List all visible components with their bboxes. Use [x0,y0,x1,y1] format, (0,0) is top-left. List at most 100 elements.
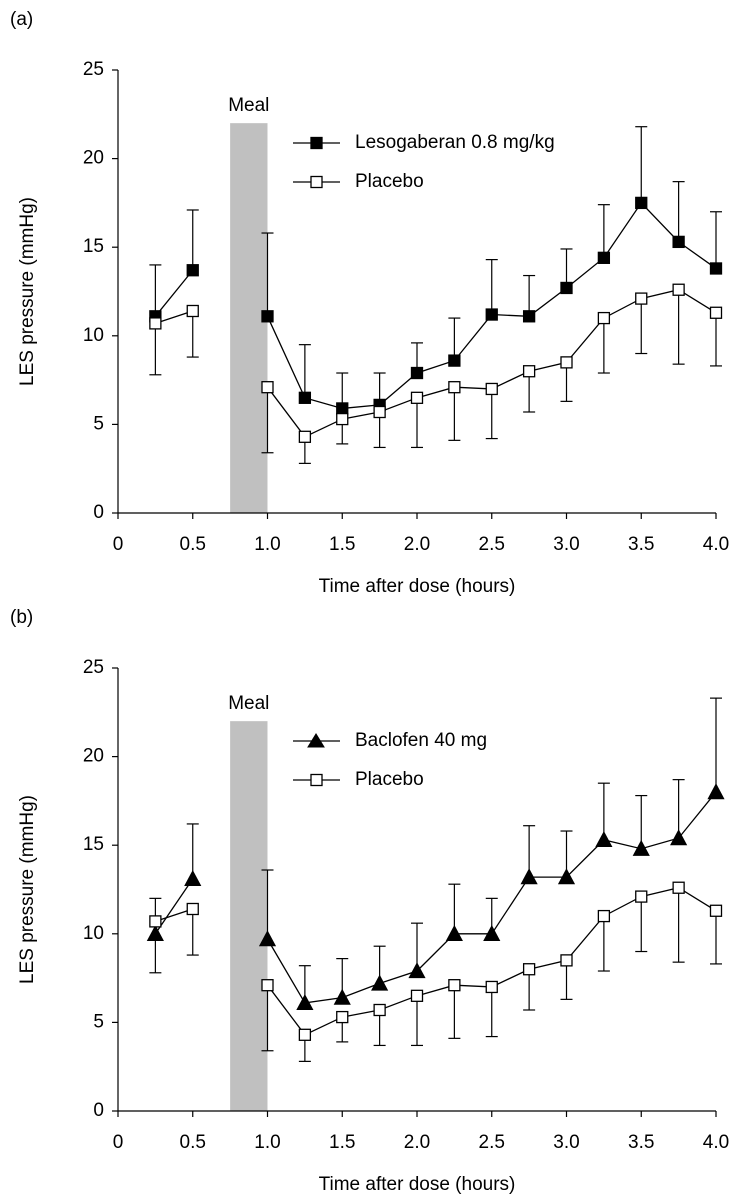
chart: (b) Meal 0 5 10 15 20 25 0 0.5 1.0 1.5 2.0 2.5 3.0 3.5 4… [10,607,729,1195]
marker [448,354,461,367]
y-tick-label: 0 [93,502,104,523]
marker [410,366,424,380]
marker [373,405,386,419]
x-tick-label: 0.5 [180,1132,206,1153]
legend-label: Baclofen 40 mg [355,730,487,751]
legend-symbol [307,733,325,748]
marker [597,909,611,923]
x-tick-label: 3.0 [553,1132,579,1153]
y-tick-label: 20 [83,148,104,169]
marker [709,306,723,319]
marker [261,979,274,992]
marker [670,829,688,846]
y-tick-label: 15 [83,834,104,855]
chart: (a) Meal 0 5 10 15 20 25 0 0.5 1.0 1.5 2.0 2.5 3.0 3.5 4… [10,9,729,597]
marker [635,196,648,210]
marker [186,902,199,916]
marker [184,869,202,887]
marker [522,365,536,378]
marker [410,989,424,1002]
panel-label: (b) [10,607,33,628]
x-tick-label: 0 [113,1132,124,1153]
marker [597,311,611,325]
x-tick-label: 1.0 [254,534,280,555]
x-tick-label: 2.5 [479,1132,505,1153]
marker [672,881,685,894]
marker [258,930,277,947]
legend-marker [310,136,323,150]
marker [149,317,162,330]
marker [186,304,199,318]
x-tick-label: 1.0 [254,1132,280,1153]
x-tick-label: 1.5 [329,1132,355,1153]
panel-label: (a) [10,9,33,30]
y-tick-label: 25 [83,657,104,678]
marker [560,954,573,967]
x-tick-label: 2.0 [404,1132,430,1153]
y-axis-title: LES pressure (mmHg) [17,197,38,386]
marker [485,308,498,321]
x-tick-label: 3.0 [553,534,579,555]
legend-label: Placebo [355,769,424,790]
x-tick-label: 2.5 [479,534,505,555]
marker [672,283,685,296]
marker [336,402,349,415]
marker [371,974,389,991]
y-tick-label: 5 [93,1011,104,1032]
marker [709,904,723,917]
marker [261,381,274,394]
y-tick-label: 0 [93,1100,104,1121]
meal-band [230,123,268,513]
x-tick-label: 0 [113,534,124,555]
y-tick-label: 25 [83,59,104,80]
x-tick-label: 3.5 [628,1132,654,1153]
y-axis-title: LES pressure (mmHg) [17,795,38,984]
meal-label: Meal [228,95,269,116]
legend-marker [310,175,323,189]
marker [336,412,349,426]
marker [373,1003,386,1017]
marker [485,382,498,396]
marker [560,356,573,369]
marker [520,868,538,885]
marker [632,839,650,856]
marker [149,915,162,928]
marker [485,980,498,994]
y-tick-label: 10 [83,325,104,346]
x-tick-label: 2.0 [404,534,430,555]
marker [597,251,611,264]
marker [146,924,164,941]
marker [296,994,314,1011]
marker [298,430,312,443]
marker [298,391,312,404]
meal-label: Meal [228,693,269,714]
marker [448,979,461,992]
marker [186,264,199,277]
legend-symbol [310,136,323,150]
marker [333,988,351,1005]
y-tick-label: 20 [83,746,104,767]
marker [448,381,461,394]
marker [336,1010,349,1024]
x-tick-label: 0.5 [180,534,206,555]
marker [557,868,576,885]
marker [522,963,536,976]
marker [560,281,573,295]
y-tick-label: 10 [83,923,104,944]
x-axis-title: Time after dose (hours) [319,1174,516,1195]
legend-symbol [310,773,323,787]
y-tick-label: 15 [83,236,104,257]
marker [522,310,536,323]
x-tick-label: 1.5 [329,534,355,555]
meal-band [230,721,268,1111]
marker [261,310,274,323]
legend-marker [307,733,325,748]
marker [445,924,463,941]
legend-symbol [310,175,323,189]
legend-marker [310,773,323,787]
marker [410,391,424,404]
x-axis-title: Time after dose (hours) [319,576,516,597]
y-tick-label: 5 [93,413,104,434]
marker [483,924,501,941]
